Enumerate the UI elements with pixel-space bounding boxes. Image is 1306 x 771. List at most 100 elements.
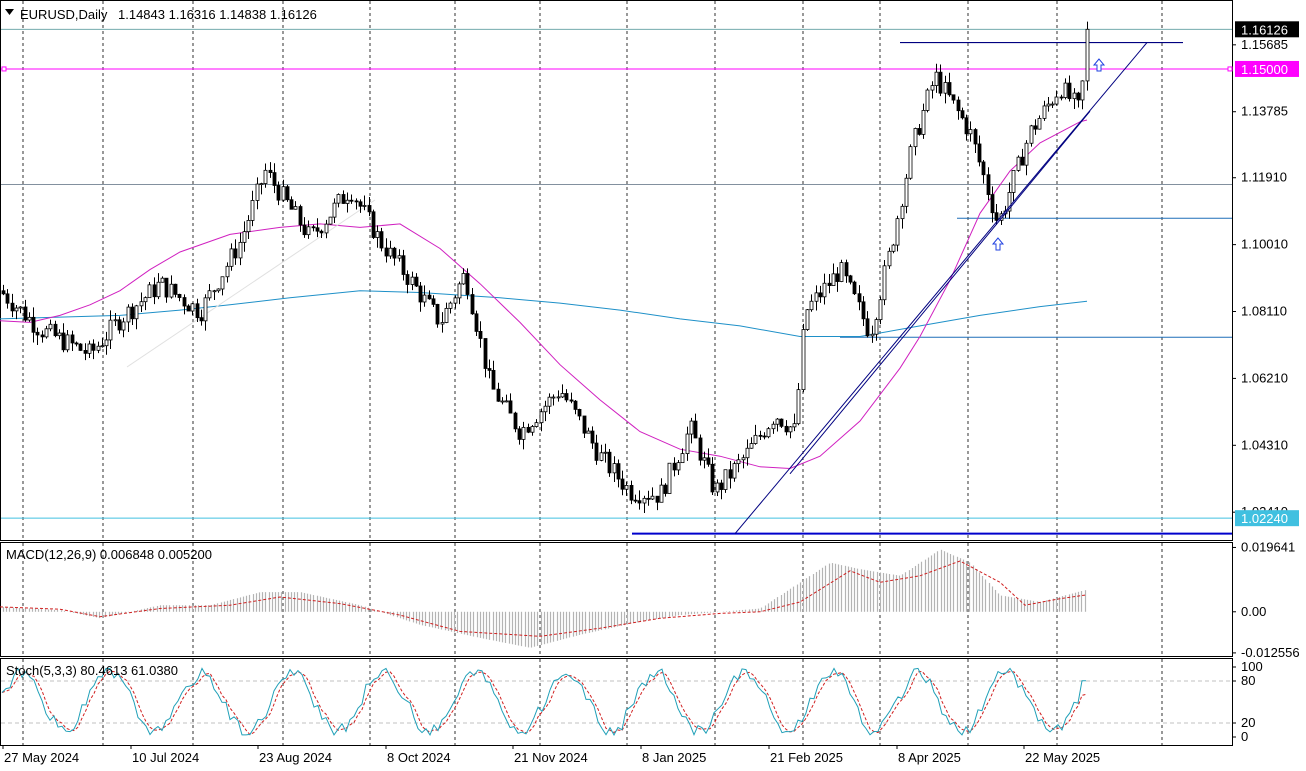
candle-body <box>1007 192 1012 212</box>
candle-body <box>358 201 363 207</box>
candle-body <box>242 231 247 243</box>
candle-body <box>362 205 367 207</box>
candle-body <box>865 318 870 337</box>
candle-body <box>504 400 509 403</box>
candle-body <box>921 110 926 135</box>
candle-body <box>796 389 801 425</box>
candle-body <box>947 82 952 96</box>
candle-body <box>943 82 948 94</box>
candle-body <box>938 71 943 94</box>
candle-body <box>1046 103 1051 107</box>
candle-body <box>1029 125 1034 144</box>
candle-body <box>401 255 406 275</box>
candle-body <box>70 334 75 344</box>
candle-body <box>556 396 561 399</box>
candle-body <box>379 231 384 249</box>
candle-body <box>216 288 221 292</box>
x-tick-label: 22 May 2025 <box>1025 750 1100 765</box>
candle-body <box>874 319 879 335</box>
candle-body <box>1085 28 1090 82</box>
candle-body <box>61 332 66 351</box>
candle-body <box>422 294 427 303</box>
candle-body <box>465 273 470 295</box>
candle-body <box>848 275 853 283</box>
candle-body <box>577 409 582 417</box>
candle-body <box>539 411 544 424</box>
candle-body <box>547 396 552 407</box>
candle-body <box>973 129 978 145</box>
candle-body <box>667 462 672 494</box>
candle-body <box>551 396 556 399</box>
candle-body <box>238 241 243 259</box>
candle-body <box>87 343 92 354</box>
moving-averages <box>0 119 1088 470</box>
candle-body <box>478 331 483 339</box>
candle-body <box>741 457 746 461</box>
candle-body <box>706 457 711 465</box>
candle-body <box>698 437 703 461</box>
candle-body <box>603 451 608 454</box>
candle-body <box>809 300 814 311</box>
candle-body <box>117 319 122 331</box>
candle-body <box>573 400 578 410</box>
candle-body <box>457 283 462 299</box>
dropdown-triangle-icon[interactable] <box>5 9 14 15</box>
candle-body <box>607 451 612 474</box>
candle-body <box>444 307 449 323</box>
stoch-tick-label: 0 <box>1241 729 1248 744</box>
candle-body <box>990 194 995 214</box>
x-tick-label: 21 Nov 2024 <box>514 750 588 765</box>
candle-body <box>35 331 40 336</box>
candle-body <box>496 388 501 402</box>
candle-body <box>272 172 277 186</box>
candle-body <box>169 283 174 298</box>
candlesticks <box>1 21 1090 514</box>
candle-body <box>590 430 595 444</box>
candle-body <box>745 447 750 459</box>
candle-body <box>397 255 402 259</box>
candle-body <box>689 420 694 435</box>
candle-body <box>229 248 234 267</box>
candle-body <box>470 294 475 315</box>
chart-frames <box>0 0 1233 746</box>
candle-body <box>182 297 187 307</box>
candle-body <box>203 297 208 322</box>
candle-body <box>521 426 526 440</box>
candle-body <box>31 316 36 333</box>
candle-body <box>104 339 109 347</box>
candle-body <box>891 244 896 252</box>
candle-body <box>281 186 286 201</box>
candle-body <box>835 273 840 282</box>
candle-body <box>367 205 372 213</box>
cyan-level-tag-bg <box>1235 510 1299 527</box>
price-axis: 1.15685 1.13785 1.11910 1.10010 1.08110 1.062… <box>1232 21 1300 744</box>
candle-body <box>371 211 376 238</box>
candle-body <box>276 185 281 201</box>
candle-body <box>925 89 930 111</box>
date-axis: 27 May 2024 10 Jul 2024 23 Aug 2024 8 Oct 2… <box>2 745 1100 765</box>
candle-body <box>633 499 638 502</box>
candle-body <box>500 400 505 403</box>
pink-level-tag-bg <box>1235 60 1299 77</box>
cyan-level-tag: 1.02240 <box>1241 511 1288 526</box>
candle-body <box>693 420 698 439</box>
candle-body <box>134 305 139 320</box>
candle-body <box>831 273 836 286</box>
candle-body <box>289 199 294 210</box>
candle-body <box>878 299 883 321</box>
candle-body <box>474 313 479 332</box>
candle-body <box>672 462 677 471</box>
candle-body <box>65 334 70 351</box>
x-tick-label: 8 Jan 2025 <box>642 750 706 765</box>
candle-body <box>375 231 380 238</box>
candle-body <box>887 250 892 267</box>
candle-body <box>341 194 346 204</box>
candle-body <box>637 500 642 504</box>
candle-body <box>1024 142 1029 166</box>
candle-body <box>620 478 625 490</box>
macd-tick-label: 0.019641 <box>1241 539 1295 554</box>
candle-body <box>715 482 720 493</box>
candle-body <box>779 418 784 427</box>
candle-body <box>1 290 6 295</box>
candle-body <box>427 294 432 300</box>
